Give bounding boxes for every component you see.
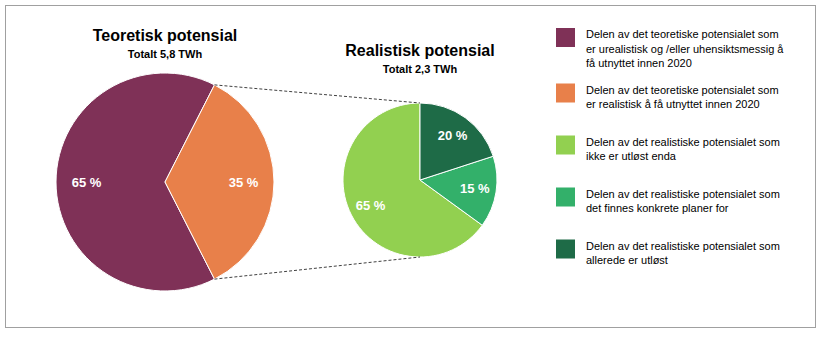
- legend-label: Delen av det realistiske potensialet som…: [586, 240, 780, 267]
- legend-label: Delen av det realistiske potensialet som…: [586, 136, 780, 163]
- legend-swatch: [556, 28, 575, 47]
- legend-swatch: [556, 240, 575, 259]
- pie-slice: [420, 103, 493, 180]
- data-label: 15 %: [460, 181, 490, 196]
- legend-swatch: [556, 84, 575, 103]
- data-label: 65 %: [72, 175, 102, 190]
- connector-line: [214, 85, 420, 103]
- legend-label: Delen av det realistiske potensialet som…: [586, 188, 780, 215]
- data-label: 35 %: [229, 175, 259, 190]
- pie-slice: [165, 85, 274, 279]
- data-label: 20 %: [438, 128, 468, 143]
- frame: [6, 6, 816, 328]
- pie: 65 % 35 %: [56, 73, 274, 291]
- title: Realistisk potensial: [345, 42, 494, 59]
- title: Teoretisk potensial: [93, 27, 238, 44]
- subtitle: Totalt 2,3 TWh: [383, 63, 458, 75]
- subtitle: Totalt 5,8 TWh: [128, 48, 203, 60]
- legend-label: Delen av det teoretiske potensialet some…: [586, 28, 784, 69]
- legend-label: Delen av det teoretiske potensialet some…: [586, 84, 779, 111]
- chart: 65 % 35 % Teoretisk potensial Totalt 5,8 TW…: [0, 0, 821, 339]
- data-label: 65 %: [356, 198, 386, 213]
- legend-swatch: [556, 136, 575, 155]
- connector-line: [214, 257, 420, 279]
- legend-swatch: [556, 188, 575, 207]
- pie: 65 % 15 % 20 %: [343, 103, 497, 257]
